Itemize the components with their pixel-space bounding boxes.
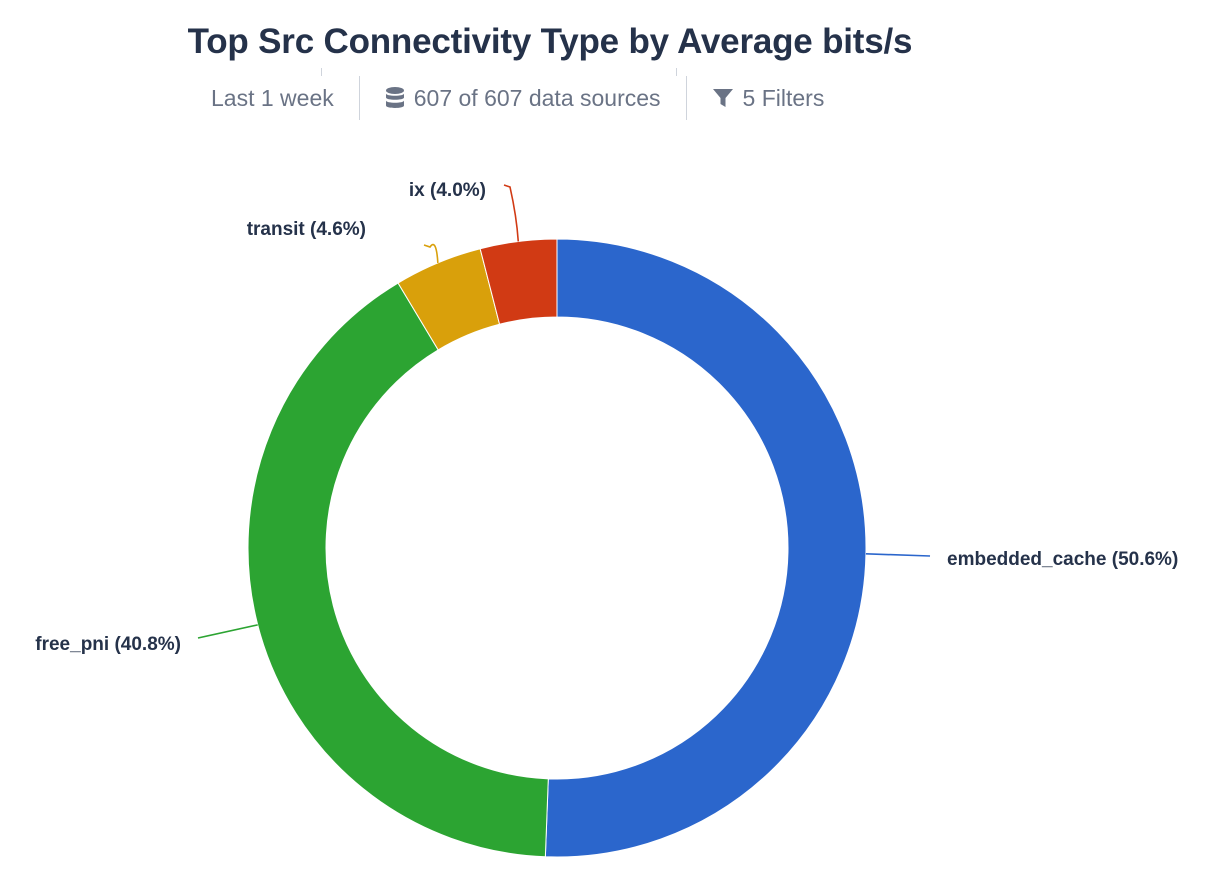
chart-title: Top Src Connectivity Type by Average bit… bbox=[187, 22, 913, 61]
database-icon bbox=[385, 86, 405, 110]
slice-ix[interactable] bbox=[479, 238, 558, 325]
meta-divider bbox=[685, 76, 687, 120]
time-range[interactable]: Last 1 week bbox=[211, 76, 334, 120]
leader-lines-group bbox=[197, 184, 931, 639]
data-sources-label: 607 of 607 data sources bbox=[413, 84, 661, 111]
slice-label-transit: transit (4.6%) bbox=[247, 219, 366, 240]
leader-line-transit bbox=[423, 243, 439, 263]
leader-line-embedded-cache bbox=[865, 553, 931, 557]
data-sources[interactable]: 607 of 607 data sources bbox=[385, 76, 661, 120]
slice-label-ix: ix (4.0%) bbox=[409, 180, 486, 201]
slice-label-embedded-cache: embedded_cache (50.6%) bbox=[947, 549, 1178, 570]
slice-free-pni[interactable] bbox=[247, 282, 549, 858]
filter-icon bbox=[712, 87, 734, 109]
time-range-label: Last 1 week bbox=[211, 84, 334, 111]
slice-label-free-pni: free_pni (40.8%) bbox=[35, 634, 181, 655]
leader-line-ix bbox=[503, 184, 520, 242]
chart-meta-bar: Last 1 week 607 of 607 data sources 5 Fi… bbox=[211, 76, 824, 120]
leader-line-free-pni bbox=[197, 624, 258, 639]
slices-group bbox=[247, 238, 867, 858]
header-tick bbox=[321, 68, 322, 76]
filters[interactable]: 5 Filters bbox=[712, 76, 825, 120]
filters-label: 5 Filters bbox=[742, 84, 825, 111]
slice-embedded-cache[interactable] bbox=[544, 238, 867, 858]
slice-labels-group: embedded_cache (50.6%) free_pni (40.8%) tr… bbox=[35, 180, 1178, 655]
meta-divider bbox=[358, 76, 360, 120]
header-tick bbox=[676, 68, 677, 76]
